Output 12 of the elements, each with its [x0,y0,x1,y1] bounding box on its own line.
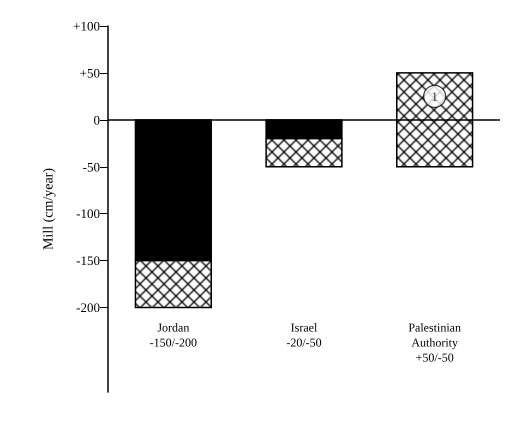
y-tick-label: 0 [94,112,100,128]
x-tick-label: Jordan -150/-200 [150,320,197,350]
y-tick-label: -200 [76,300,100,316]
y-axis-title: Mill (cm/year) [42,168,56,250]
annotation: 1 [431,88,438,104]
x-tick-label: Israel -20/-50 [286,320,322,350]
y-tick-label: -50 [82,159,100,174]
y-tick-label: -150 [76,253,100,268]
y-tick-label: +50 [80,65,100,80]
y-tick-label: +100 [73,18,100,34]
x-tick-label: Palestinian Authority +50/-50 [408,320,462,364]
y-tick-label: -100 [76,206,100,222]
